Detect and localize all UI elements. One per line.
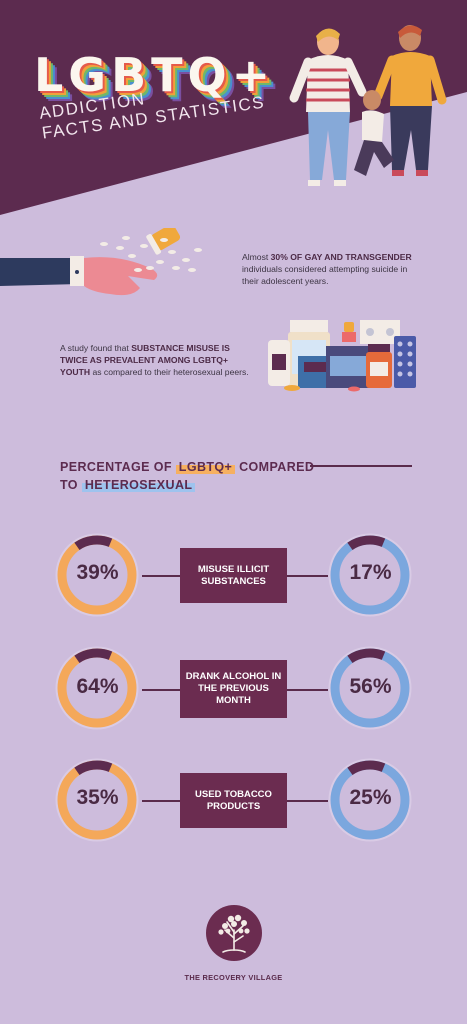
stat-suicide-post: individuals considered attempting suicid… (242, 264, 408, 286)
heading-group-lgbtq: LGBTQ+ (175, 460, 236, 474)
comparison-rings (55, 533, 412, 842)
hetero-percent-3: 25% (349, 786, 392, 809)
medicine-illustration (268, 320, 416, 392)
family-illustration (289, 25, 447, 186)
connector-left-1 (142, 575, 180, 577)
lgbtq-ring-2 (55, 646, 139, 730)
hand-pills-illustration (0, 228, 202, 296)
heading-rule (310, 465, 412, 467)
heading-to: TO (60, 478, 78, 492)
connector-right-1 (287, 575, 328, 577)
recovery-village-logo (206, 905, 262, 961)
heading-line-1: PERCENTAGE OF LGBTQ+ COMPARED (60, 458, 420, 476)
stat-suicide-pre: Almost (242, 252, 271, 262)
brand-name: THE RECOVERY VILLAGE (184, 973, 283, 982)
lgbtq-percent-3: 35% (76, 786, 119, 809)
lgbtq-ring-1-accent (57, 535, 137, 615)
hetero-ring-3 (328, 758, 412, 842)
heading-mid: COMPARED (239, 460, 315, 474)
connector-left-3 (142, 800, 180, 802)
heading-group-hetero: HETEROSEXUAL (81, 478, 196, 492)
heading-line-2: TO HETEROSEXUAL (60, 476, 420, 494)
connector-right-3 (287, 800, 328, 802)
heading-prefix: PERCENTAGE OF (60, 460, 172, 474)
hetero-percent-1: 17% (349, 561, 392, 584)
hetero-ring-3-accent (330, 760, 410, 840)
hetero-ring-2-accent (330, 648, 410, 728)
stat-suicide-highlight: 30% OF GAY AND TRANSGENDER (270, 252, 412, 262)
stat-suicide: Almost 30% OF GAY AND TRANSGENDER indivi… (242, 251, 412, 287)
hetero-percent-2: 56% (349, 675, 392, 698)
row-label-3: USED TOBACCO PRODUCTS (180, 773, 287, 828)
stat-substance-highlight: SUBSTANCE MISUSE IS TWICE AS PREVALENT A… (60, 343, 230, 377)
stat-substance-post: as compared to their heterosexual peers. (90, 367, 249, 377)
lgbtq-ring-2-accent (57, 648, 137, 728)
stat-substance: A study found that SUBSTANCE MISUSE IS T… (60, 342, 250, 378)
hetero-ring-1-accent (330, 535, 410, 615)
hetero-ring-2 (328, 646, 412, 730)
lgbtq-ring-1 (55, 533, 139, 617)
lgbtq-percent-2: 64% (76, 675, 119, 698)
header-banner (0, 0, 467, 215)
row-label-2: DRANK ALCOHOL IN THE PREVIOUS MONTH (180, 660, 287, 718)
lgbtq-ring-3-accent (57, 760, 137, 840)
connector-left-2 (142, 689, 180, 691)
lgbtq-ring-3 (55, 758, 139, 842)
hetero-ring-1 (328, 533, 412, 617)
stat-substance-pre: A study found that (60, 343, 132, 353)
page-title: LGBTQ+ (34, 48, 276, 102)
row-label-1: MISUSE ILLICIT SUBSTANCES (180, 548, 287, 603)
comparison-heading: PERCENTAGE OF LGBTQ+ COMPARED TO HETEROS… (60, 458, 420, 494)
lgbtq-percent-1: 39% (76, 561, 119, 584)
connector-right-2 (287, 689, 328, 691)
